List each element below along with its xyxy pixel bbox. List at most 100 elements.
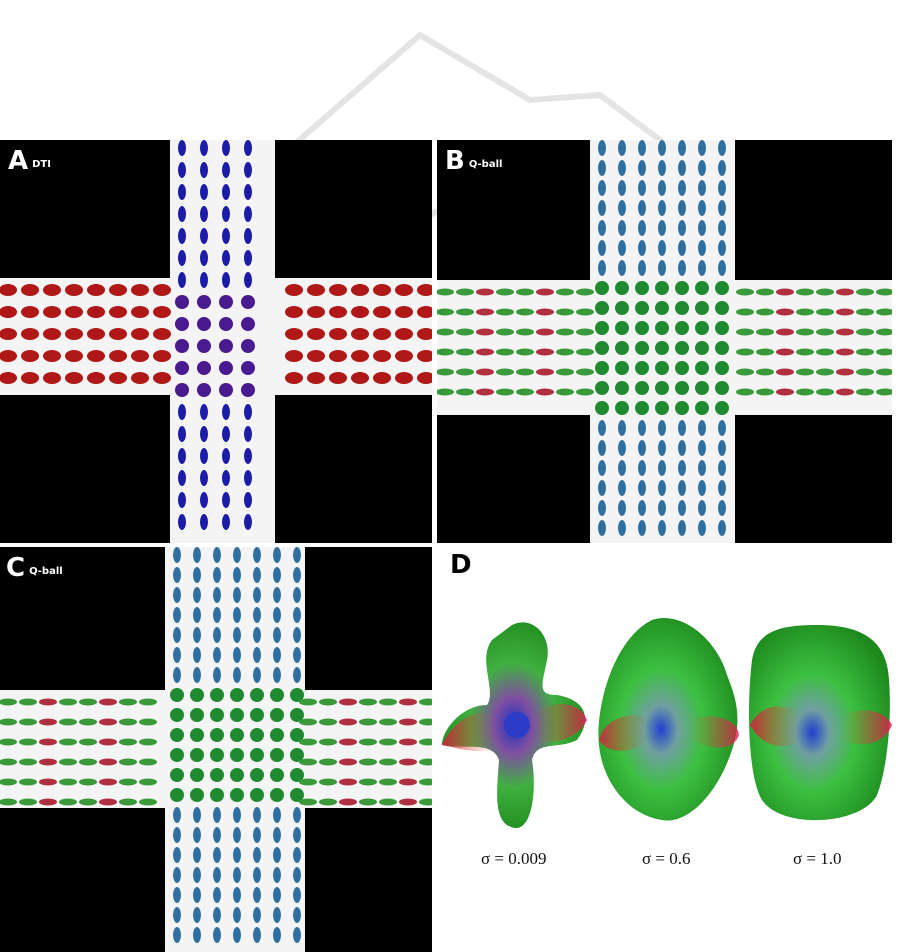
fiber-glyph (339, 798, 357, 806)
fiber-glyph (190, 688, 204, 702)
fiber-glyph (715, 281, 729, 295)
fiber-glyph (698, 440, 706, 456)
fiber-glyph (273, 567, 281, 583)
fiber-glyph (576, 368, 594, 376)
fiber-glyph (373, 372, 391, 384)
fiber-glyph (119, 798, 137, 806)
fiber-glyph (635, 401, 649, 415)
fiber-glyph (197, 361, 211, 375)
fiber-glyph (417, 350, 432, 362)
fiber-glyph (290, 788, 304, 802)
fiber-glyph (253, 867, 261, 883)
fiber-glyph (99, 778, 117, 786)
fiber-glyph (170, 788, 184, 802)
fiber-glyph (595, 301, 609, 315)
fiber-glyph (175, 383, 189, 397)
fiber-glyph (319, 698, 337, 706)
fiber-glyph (718, 440, 726, 456)
fiber-glyph (556, 328, 574, 336)
fiber-glyph (139, 698, 157, 706)
fiber-glyph (576, 288, 594, 296)
fiber-glyph (222, 272, 230, 288)
fiber-glyph (756, 368, 774, 376)
fiber-glyph (233, 647, 241, 663)
fiber-glyph (250, 728, 264, 742)
fiber-glyph (213, 567, 221, 583)
fiber-glyph (658, 460, 666, 476)
fiber-glyph (618, 240, 626, 256)
fiber-glyph (173, 587, 181, 603)
fiber-glyph (213, 647, 221, 663)
fiber-glyph (193, 867, 201, 883)
fiber-glyph (618, 480, 626, 496)
fiber-glyph (173, 927, 181, 943)
fiber-glyph (119, 698, 137, 706)
fiber-glyph (139, 798, 157, 806)
fiber-glyph (175, 361, 189, 375)
fiber-glyph (351, 284, 369, 296)
fiber-glyph (615, 281, 629, 295)
fiber-glyph (756, 388, 774, 396)
fiber-glyph (253, 887, 261, 903)
panel-letter: A (8, 146, 29, 176)
fiber-glyph (319, 798, 337, 806)
fiber-glyph (270, 688, 284, 702)
fiber-glyph (756, 348, 774, 356)
fiber-glyph (39, 718, 57, 726)
fiber-glyph (598, 460, 606, 476)
fiber-glyph (556, 388, 574, 396)
fiber-glyph (222, 206, 230, 222)
fiber-glyph (190, 788, 204, 802)
fiber-glyph (615, 301, 629, 315)
fiber-glyph (476, 368, 494, 376)
fiber-glyph (193, 847, 201, 863)
fiber-glyph (718, 200, 726, 216)
fiber-glyph (219, 295, 233, 309)
odf-glyphs (442, 618, 892, 829)
fiber-glyph (244, 514, 252, 530)
fiber-glyph (359, 698, 377, 706)
fiber-glyph (290, 768, 304, 782)
fiber-glyph (598, 140, 606, 156)
fiber-glyph (219, 383, 233, 397)
fiber-glyph (250, 748, 264, 762)
fiber-glyph (210, 728, 224, 742)
fiber-glyph (99, 698, 117, 706)
fiber-glyph (816, 308, 834, 316)
fiber-glyph (456, 388, 474, 396)
fiber-glyph (222, 250, 230, 266)
fiber-glyph (678, 500, 686, 516)
fiber-glyph (109, 284, 127, 296)
fiber-glyph (43, 284, 61, 296)
fiber-glyph (556, 368, 574, 376)
fiber-glyph (0, 284, 17, 296)
fiber-glyph (675, 341, 689, 355)
fiber-glyph (658, 520, 666, 536)
fiber-glyph (210, 708, 224, 722)
fiber-glyph (516, 388, 534, 396)
fiber-glyph (173, 887, 181, 903)
fiber-glyph (715, 361, 729, 375)
fiber-glyph (270, 708, 284, 722)
fiber-glyph (399, 798, 417, 806)
fiber-glyph (339, 778, 357, 786)
fiber-glyph (219, 317, 233, 331)
fiber-glyph (675, 281, 689, 295)
fiber-glyph (233, 567, 241, 583)
panel-method: Q-ball (29, 566, 63, 577)
fiber-glyph (178, 448, 186, 464)
fiber-glyph (285, 306, 303, 318)
fiber-glyph (715, 341, 729, 355)
fiber-glyph (698, 480, 706, 496)
fiber-glyph (576, 348, 594, 356)
fiber-glyph (197, 383, 211, 397)
fiber-glyph (293, 907, 301, 923)
fiber-glyph (718, 140, 726, 156)
fiber-glyph (173, 627, 181, 643)
fiber-glyph (79, 698, 97, 706)
fiber-glyph (273, 627, 281, 643)
fiber-glyph (618, 180, 626, 196)
fiber-glyph (876, 288, 892, 296)
fiber-glyph (173, 647, 181, 663)
fiber-glyph (456, 348, 474, 356)
